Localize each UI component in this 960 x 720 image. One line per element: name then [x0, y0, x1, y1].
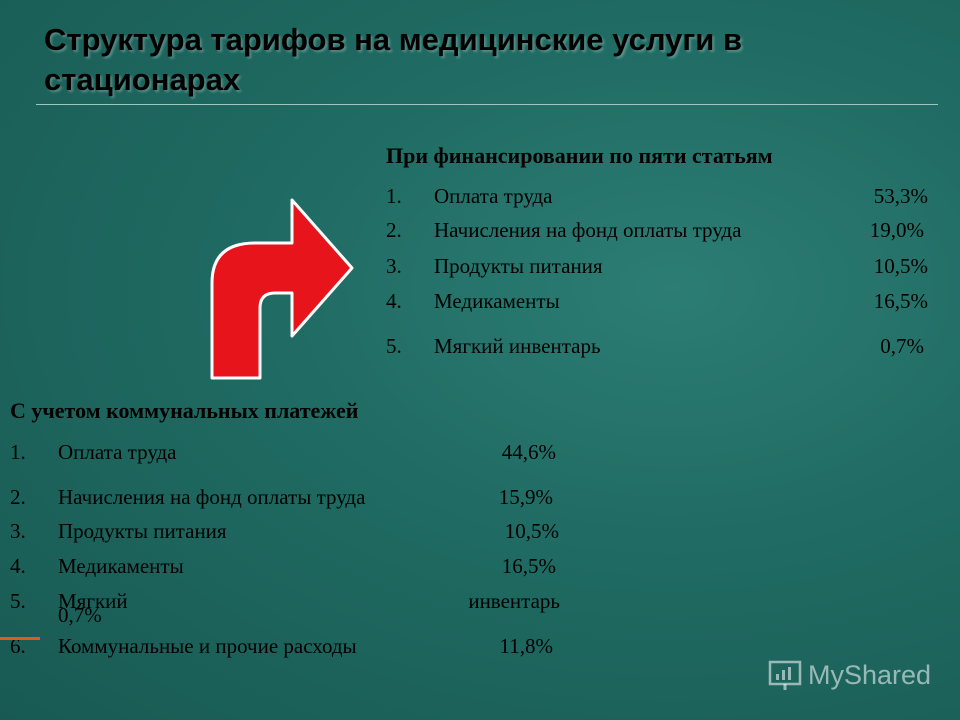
list-item: 3. Продукты питания 10,5%	[10, 519, 559, 545]
item-percent: 16,5%	[501, 554, 556, 578]
item-percent: 10,5%	[504, 519, 559, 543]
item-label: Медикаменты	[434, 289, 560, 313]
item-number: 5.	[10, 589, 26, 613]
item-label: Медикаменты	[58, 554, 184, 578]
title-divider	[36, 104, 938, 105]
page-title: Структура тарифов на медицинские услуги …	[44, 22, 743, 97]
item-label: Мягкий	[58, 589, 128, 613]
list-item: 4. Медикаменты 16,5%	[10, 554, 556, 580]
item-label: Коммунальные и прочие расходы	[58, 634, 357, 658]
item-number: 5.	[386, 334, 402, 358]
item-label: Начисления на фонд оплаты труда	[434, 218, 742, 242]
curved-arrow-right-icon	[210, 198, 354, 380]
item-percent: 10,5%	[873, 254, 928, 278]
item-label: Мягкий инвентарь	[434, 334, 601, 358]
list-item: 6. Коммунальные и прочие расходы 11,8%	[10, 634, 553, 660]
item-percent: 53,3%	[873, 184, 928, 208]
item-number: 3.	[10, 519, 26, 543]
item-label-continuation: инвентарь	[468, 589, 560, 613]
item-percent: 0,7%	[880, 334, 924, 358]
accent-mark	[0, 637, 40, 640]
item-number: 1.	[386, 184, 402, 208]
list-item: 1. Оплата труда 53,3%	[386, 184, 928, 210]
presentation-board-icon	[768, 660, 802, 690]
list-item: 3. Продукты питания 10,5%	[386, 254, 928, 280]
item-label: Оплата труда	[58, 440, 177, 464]
five-articles-heading: При финансировании по пяти статьям	[386, 143, 773, 168]
item-number: 6.	[10, 634, 26, 658]
list-item: 5. Мягкий инвентарь 0,7%	[10, 589, 560, 635]
list-item: 1. Оплата труда 44,6%	[10, 440, 556, 466]
item-label: Продукты питания	[58, 519, 227, 543]
list-item: 4. Медикаменты 16,5%	[386, 289, 928, 315]
item-label: Оплата труда	[434, 184, 553, 208]
list-item: 2. Начисления на фонд оплаты труда 15,9%	[10, 485, 553, 511]
list-item: 2. Начисления на фонд оплаты труда 19,0%	[386, 218, 924, 244]
logo-text: MyShared	[808, 659, 932, 690]
item-percent: 19,0%	[869, 218, 924, 242]
item-number: 2.	[10, 485, 26, 509]
item-percent: 15,9%	[498, 485, 553, 509]
item-percent: 11,8%	[499, 634, 553, 658]
utilities-heading: С учетом коммунальных платежей	[10, 398, 359, 423]
list-item: 5. Мягкий инвентарь 0,7%	[386, 334, 924, 360]
item-number: 3.	[386, 254, 402, 278]
item-number: 1.	[10, 440, 26, 464]
item-percent: 44,6%	[501, 440, 556, 464]
item-number: 4.	[10, 554, 26, 578]
item-percent: 0,7%	[58, 603, 102, 627]
item-number: 4.	[386, 289, 402, 313]
watermark-logo: MyShared	[768, 655, 931, 695]
item-number: 2.	[386, 218, 402, 242]
item-label: Продукты питания	[434, 254, 603, 278]
item-label: Начисления на фонд оплаты труда	[58, 485, 366, 509]
item-percent: 16,5%	[873, 289, 928, 313]
